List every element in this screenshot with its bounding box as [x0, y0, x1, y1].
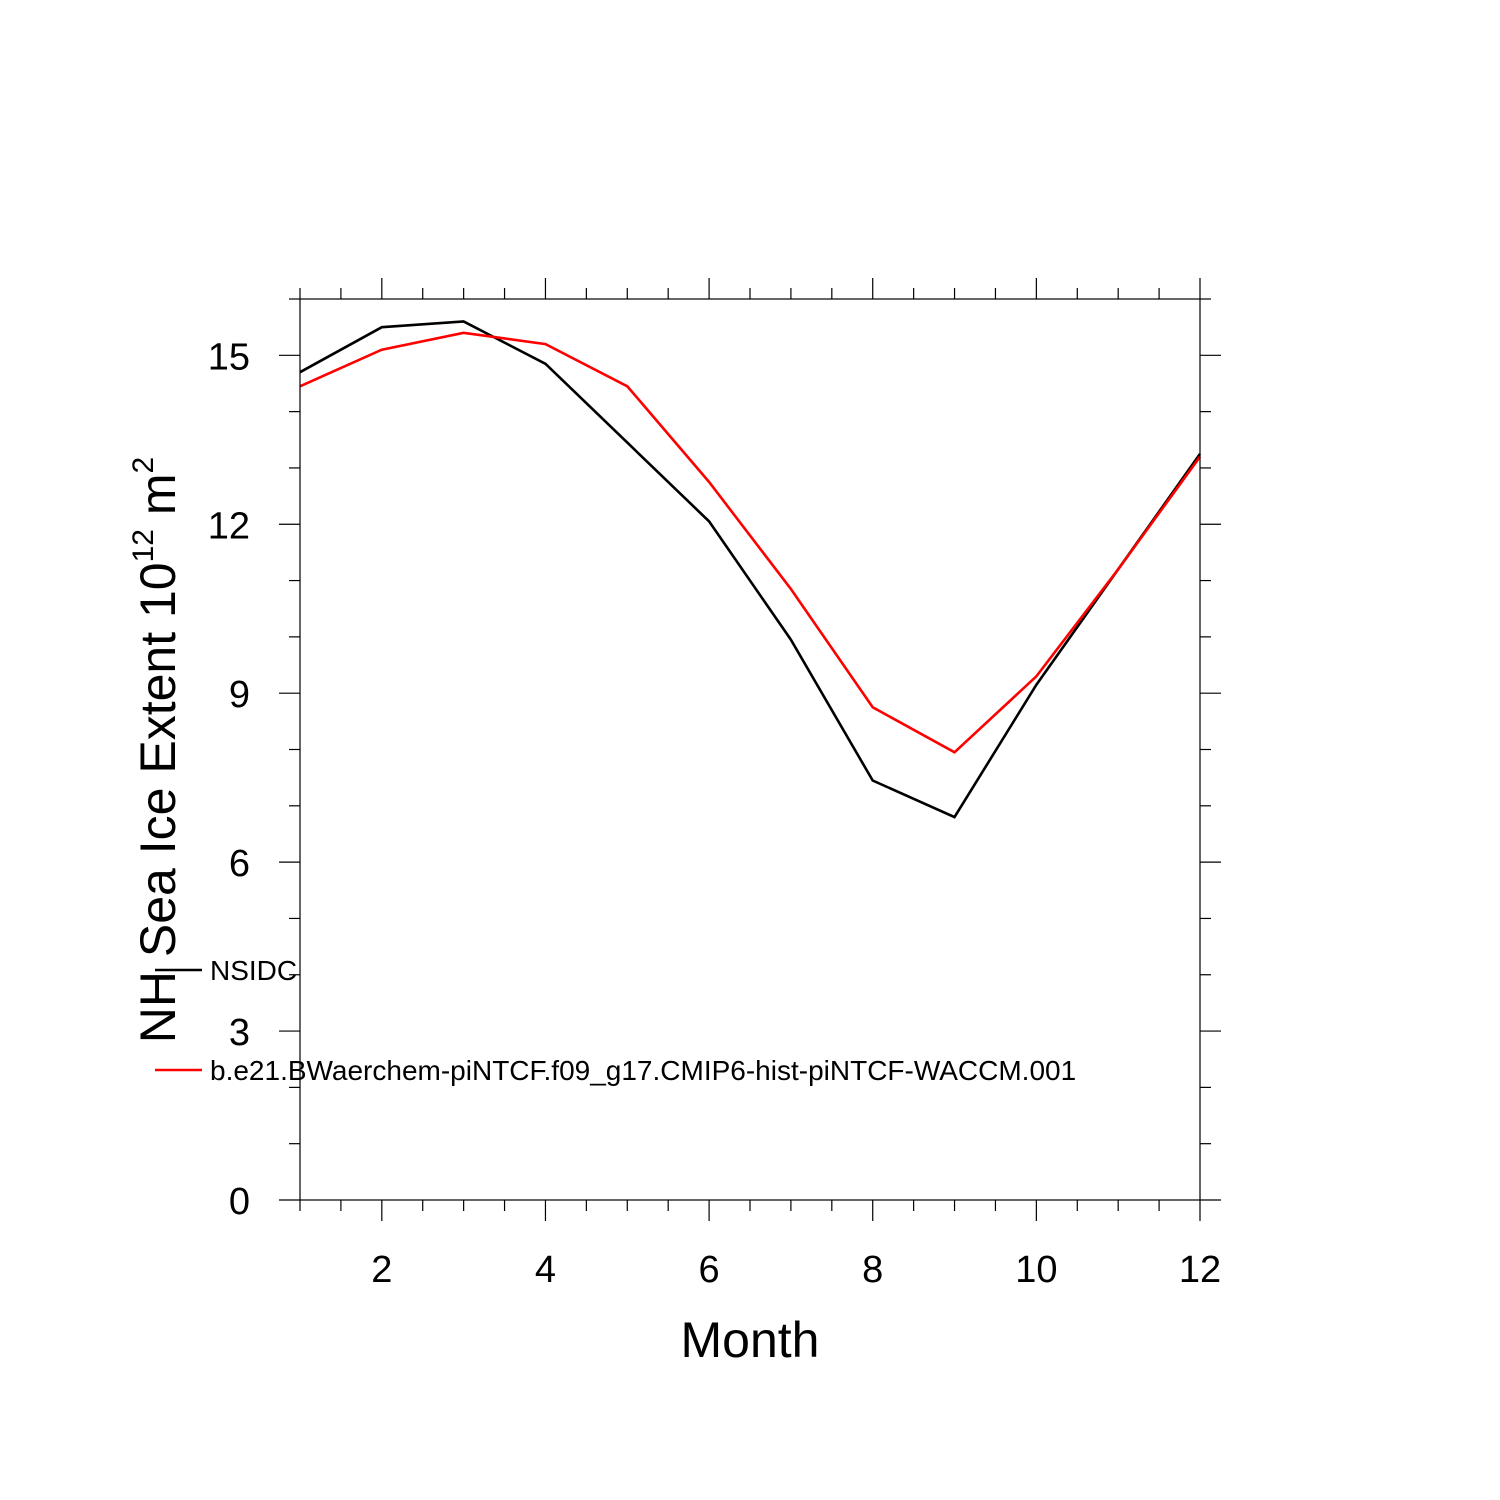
series-line-1 — [299, 320, 1202, 819]
y-axis-title-exponent: 12 — [127, 529, 160, 562]
x-axis-title: Month — [681, 1312, 820, 1368]
y-tick-label: 9 — [229, 674, 250, 716]
y-tick-label: 0 — [229, 1181, 250, 1223]
tick-labels: 2 4 6 8 10 12 0 3 6 9 12 15 — [208, 336, 1221, 1291]
x-tick-label: 2 — [371, 1249, 392, 1291]
x-tick-label: 6 — [699, 1249, 720, 1291]
y-axis-title-unit: m — [130, 473, 186, 529]
legend-label-1: NSIDC — [210, 955, 297, 986]
legend: NSIDC b.e21.BWaerchem-piNTCF.f09_g17.CMIP… — [155, 955, 1076, 1086]
y-axis-title-unit-exponent: 2 — [127, 457, 160, 474]
y-tick-label: 12 — [208, 505, 250, 547]
axis-ticks — [279, 278, 1221, 1221]
y-tick-label: 6 — [229, 843, 250, 885]
legend-label-2: b.e21.BWaerchem-piNTCF.f09_g17.CMIP6-his… — [210, 1055, 1076, 1086]
x-tick-label: 10 — [1015, 1249, 1057, 1291]
x-tick-label: 4 — [535, 1249, 556, 1291]
y-axis-title: NH Sea Ice Extent 1012 m2 — [127, 457, 186, 1043]
series-line-2 — [299, 331, 1202, 754]
y-axis-title-main: NH Sea Ice Extent 10 — [130, 562, 186, 1043]
x-tick-label: 8 — [862, 1249, 883, 1291]
y-tick-label: 3 — [229, 1012, 250, 1054]
x-tick-label: 12 — [1179, 1249, 1221, 1291]
plot-frame — [299, 298, 1201, 1201]
y-tick-label: 15 — [208, 336, 250, 378]
